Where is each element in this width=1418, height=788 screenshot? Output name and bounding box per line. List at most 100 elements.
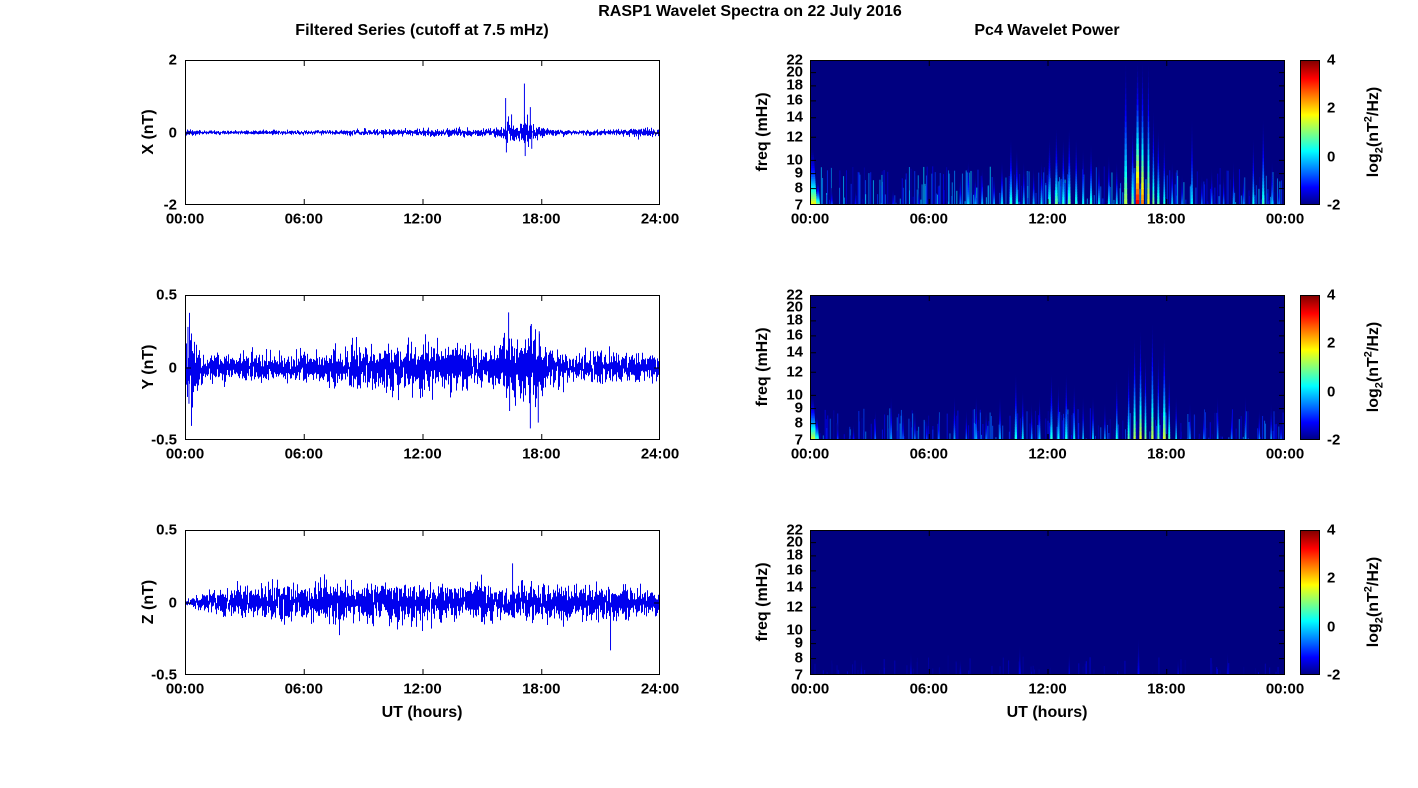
x-tick-label: 12:00 [403,445,442,463]
colorbar-label-part: /Hz) [1365,86,1383,117]
colorbar-tick-label: 4 [1327,521,1336,539]
colorbar-label-part: (nT [1365,122,1383,148]
freq-tick-label: 14 [786,108,803,126]
left-column-title: Filtered Series (cutoff at 7.5 mHz) [295,22,549,39]
x-tick-label: 00:00 [1265,210,1305,228]
ylabel-freq-row2: freq (mHz) [754,327,771,407]
x-tick-label: 06:00 [909,680,948,698]
colorbar-label-sub: 2 [1373,382,1386,389]
ylabel-x-nt: X (nT) [140,109,157,155]
colorbar-tick-label: 2 [1327,334,1336,352]
colorbar-label-sup: 2 [1362,586,1375,593]
colorbar-label-sub: 2 [1373,617,1386,624]
colorbar-label-part: log [1365,153,1383,178]
y-tick-label: 0.5 [156,286,177,304]
colorbar-label-part: (nT [1365,592,1383,618]
freq-tick-label: 7 [794,666,803,684]
colorbar-tick-label: 4 [1327,51,1336,69]
colorbar-row1 [1300,60,1320,205]
x-tick-label: 24:00 [640,680,680,698]
freq-tick-label: 20 [786,298,803,316]
x-tick-label: 18:00 [1147,680,1186,698]
freq-tick-label: 12 [786,363,803,381]
freq-tick-label: 18 [786,311,803,329]
colorbar-tick-label: 0 [1327,618,1336,636]
freq-tick-label: 12 [786,128,803,146]
x-tick-label: 00:00 [790,445,830,463]
x-tick-label: 18:00 [522,445,561,463]
colorbar-tick-label: -2 [1327,196,1341,214]
ylabel-freq-row1: freq (mHz) [754,92,771,172]
plot-filtered-z [185,530,660,675]
freq-tick-label: 20 [786,533,803,551]
spectrogram-y [810,295,1285,440]
colorbar-label-row3: log2(nT2/Hz) [1363,557,1386,647]
freq-tick-label: 14 [786,578,803,596]
figure-suptitle: RASP1 Wavelet Spectra on 22 July 2016 [598,3,902,20]
colorbar-tick-label: -2 [1327,431,1341,449]
colorbar-label-row1: log2(nT2/Hz) [1363,87,1386,177]
colorbar-label-part: log [1365,388,1383,413]
filtered-z-canvas [185,530,660,675]
freq-tick-label: 8 [794,649,803,667]
freq-tick-label: 10 [786,621,803,639]
colorbar-label-sub: 2 [1373,147,1386,154]
filtered-y-canvas [185,295,660,440]
x-tick-label: 00:00 [1265,680,1305,698]
freq-tick-label: 10 [786,386,803,404]
freq-tick-label: 18 [786,76,803,94]
colorbar-label-part: log [1365,623,1383,648]
x-tick-label: 12:00 [403,210,442,228]
ylabel-z-nt: Z (nT) [140,579,157,625]
freq-tick-label: 7 [794,196,803,214]
x-tick-label: 12:00 [1028,445,1067,463]
x-tick-label: 06:00 [909,445,948,463]
y-tick-label: -2 [163,196,177,214]
spectrogram-x [810,60,1285,205]
colorbar-tick-label: 2 [1327,99,1336,117]
x-tick-label: 06:00 [284,210,323,228]
freq-tick-label: 22 [786,51,803,69]
colorbar-tick-label: -2 [1327,666,1341,684]
freq-tick-label: 9 [794,399,803,417]
colorbar-row2-canvas [1300,295,1320,440]
freq-tick-label: 9 [794,164,803,182]
plot-filtered-y [185,295,660,440]
freq-tick-label: 22 [786,286,803,304]
freq-tick-label: 16 [786,91,803,109]
freq-tick-label: 12 [786,598,803,616]
x-tick-label: 00:00 [165,445,205,463]
x-tick-label: 06:00 [284,680,323,698]
x-tick-label: 06:00 [284,445,323,463]
x-tick-label: 00:00 [790,680,830,698]
freq-tick-label: 22 [786,521,803,539]
freq-tick-label: 16 [786,561,803,579]
x-tick-label: 00:00 [1265,445,1305,463]
freq-tick-label: 16 [786,326,803,344]
y-tick-label: 0 [168,594,177,611]
xlabel-ut-right: UT (hours) [1006,704,1088,721]
filtered-x-canvas [185,60,660,205]
x-tick-label: 00:00 [165,680,205,698]
x-tick-label: 00:00 [165,210,205,228]
x-tick-label: 12:00 [1028,210,1067,228]
freq-tick-label: 7 [794,431,803,449]
y-tick-label: -0.5 [151,666,177,684]
colorbar-row2 [1300,295,1320,440]
freq-tick-label: 10 [786,151,803,169]
spectrogram-x-canvas [810,60,1285,205]
ylabel-y-nt: Y (nT) [140,344,157,390]
x-tick-label: 24:00 [640,210,680,228]
xlabel-ut-left: UT (hours) [381,704,463,721]
colorbar-label-row2: log2(nT2/Hz) [1363,322,1386,412]
colorbar-label-part: (nT [1365,357,1383,383]
colorbar-tick-label: 0 [1327,383,1336,401]
freq-tick-label: 9 [794,634,803,652]
freq-tick-label: 18 [786,546,803,564]
freq-tick-label: 20 [786,63,803,81]
x-tick-label: 06:00 [909,210,948,228]
x-tick-label: 24:00 [640,445,680,463]
spectrogram-z [810,530,1285,675]
colorbar-tick-label: 2 [1327,569,1336,587]
